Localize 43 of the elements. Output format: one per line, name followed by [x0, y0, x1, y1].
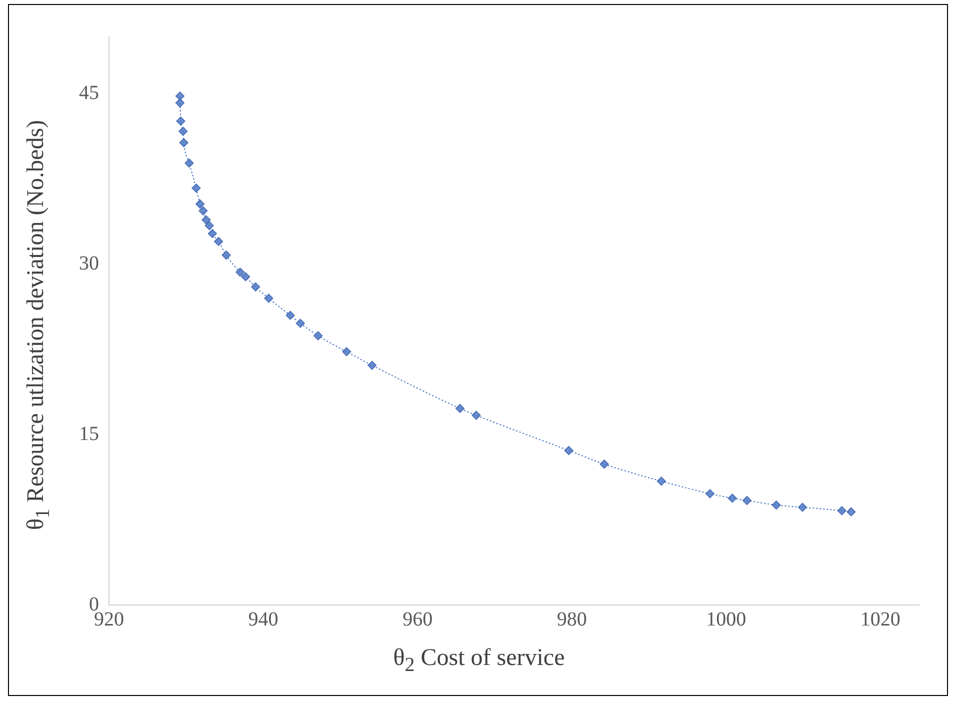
- point: [192, 184, 201, 193]
- point: [728, 494, 737, 503]
- point: [236, 268, 245, 277]
- point: [214, 236, 224, 246]
- x-tick-label: 1000: [706, 608, 746, 630]
- point: [600, 460, 609, 469]
- point: [184, 158, 194, 168]
- point: [705, 489, 714, 498]
- point: [342, 347, 352, 356]
- point: [208, 229, 217, 238]
- point: [202, 215, 211, 224]
- point: [472, 410, 481, 420]
- point: [772, 500, 781, 510]
- y-tick-label: 30: [79, 252, 99, 274]
- x-tick-label: 960: [402, 608, 433, 630]
- point: [456, 404, 464, 413]
- x-axis-title: θ$_{2}$ Cost of service: [392, 645, 566, 677]
- point: [296, 318, 305, 328]
- point: [264, 294, 274, 303]
- point: [175, 98, 184, 108]
- point: [222, 250, 231, 260]
- point: [742, 496, 752, 505]
- point: [204, 221, 214, 230]
- x-tick-label: 980: [556, 608, 587, 630]
- point: [176, 116, 186, 126]
- y-tick-label: 45: [79, 82, 99, 104]
- point: [198, 206, 208, 216]
- point: [837, 506, 846, 516]
- point: [286, 310, 295, 320]
- point: [179, 138, 188, 148]
- point: [178, 126, 188, 136]
- point: [846, 507, 856, 516]
- point: [798, 502, 808, 512]
- point: [241, 272, 250, 282]
- point: [196, 199, 205, 208]
- point: [656, 476, 666, 486]
- x-tick-label: 940: [248, 608, 278, 630]
- x-tick-label: 1020: [860, 608, 900, 630]
- point: [368, 360, 377, 370]
- point: [564, 446, 574, 456]
- point: [251, 282, 260, 292]
- point: [314, 331, 323, 340]
- y-tick-label: 15: [79, 422, 99, 445]
